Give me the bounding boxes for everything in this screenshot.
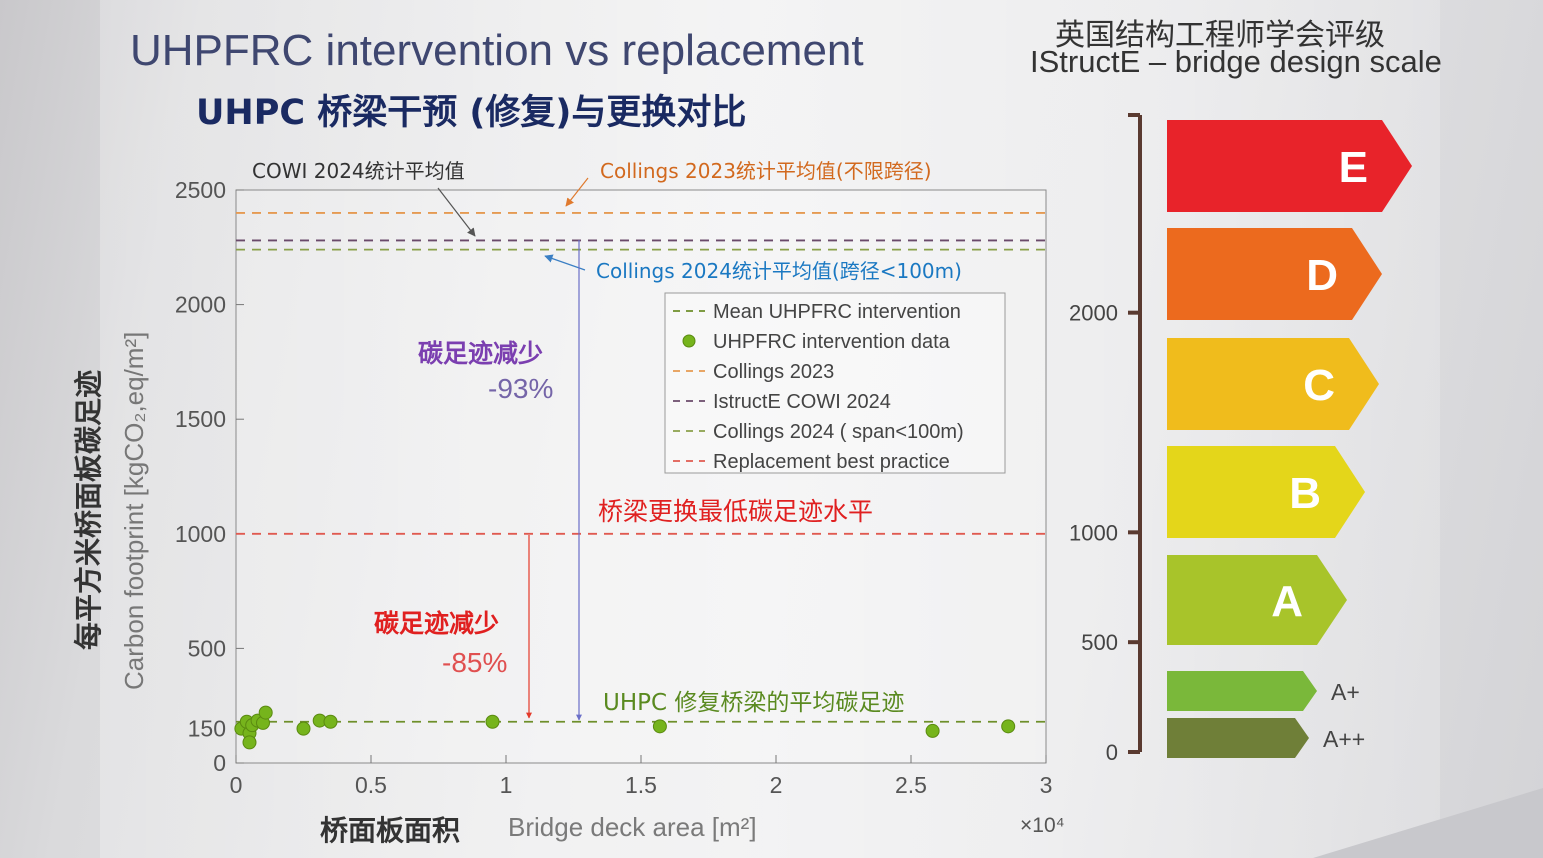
- annotation-reduction-85-value: -85%: [442, 647, 507, 678]
- x-tick-label: 2: [770, 772, 783, 798]
- y-tick-label: 1500: [175, 406, 226, 432]
- data-point: [652, 719, 667, 734]
- scale-tick-label: 0: [1106, 740, 1118, 765]
- x-tick-label: 3: [1040, 772, 1053, 798]
- y-tick-label: 2000: [175, 292, 226, 318]
- rating-label: A++: [1323, 726, 1365, 752]
- legend-entry: IstructE COWI 2024: [713, 391, 891, 413]
- y-tick-label: 150: [188, 716, 226, 742]
- annotation-arrow: [437, 187, 476, 237]
- data-point: [485, 714, 500, 729]
- annotation-collings2024: Collings 2024统计平均值(跨径<100m): [596, 259, 962, 283]
- annotation-uhpc-mean: UHPC 修复桥梁的平均碳足迹: [603, 690, 904, 716]
- scale-tick-label: 1000: [1069, 520, 1118, 545]
- rating-label: E: [1339, 143, 1368, 192]
- annotation-reduction-93-value: -93%: [488, 373, 553, 404]
- annotation-collings2023: Collings 2023统计平均值(不限跨径): [600, 159, 932, 183]
- x-tick-label: 2.5: [895, 772, 927, 798]
- y-tick-label: 2500: [175, 177, 226, 203]
- rating-label: D: [1306, 251, 1338, 300]
- data-point: [242, 735, 257, 750]
- page-corner: [1313, 788, 1543, 858]
- data-point: [296, 721, 311, 736]
- rating-label: B: [1289, 469, 1321, 518]
- legend-entry: Collings 2023: [713, 361, 834, 383]
- slide-subtitle: UHPC 桥梁干预 (修复)与更换对比: [196, 93, 747, 133]
- data-point: [1001, 719, 1016, 734]
- legend-entry: Replacement best practice: [713, 451, 950, 473]
- y-axis-label: Carbon footprint [kgCO₂,eq/m²]: [119, 332, 149, 690]
- legend-entry: UHPFRC intervention data: [713, 331, 951, 353]
- legend-marker: [682, 334, 696, 348]
- rating-band-b: [1167, 446, 1365, 538]
- y-tick-label: 1000: [175, 521, 226, 547]
- rating-label: A: [1271, 577, 1303, 626]
- data-point: [925, 723, 940, 738]
- legend-entry: Mean UHPFRC intervention: [713, 301, 961, 323]
- rating-band-c: [1167, 338, 1379, 430]
- data-point: [258, 705, 273, 720]
- y-tick-label: 500: [188, 635, 226, 661]
- legend-entry: Collings 2024 ( span<100m): [713, 421, 964, 443]
- x-tick-label: 1.5: [625, 772, 657, 798]
- annotation-reduction-85-label: 碳足迹减少: [374, 609, 499, 638]
- scale-tick-label: 2000: [1069, 301, 1118, 326]
- plot-area: [235, 189, 1047, 764]
- annotation-arrow: [544, 254, 586, 271]
- x-multiplier: ×10⁴: [1020, 814, 1065, 837]
- x-tick-label: 0: [230, 772, 243, 798]
- annotation-arrow: [565, 177, 589, 207]
- x-axis-label-cn: 桥面板面积: [320, 814, 460, 847]
- rating-band-a: [1167, 555, 1347, 645]
- x-axis-label: Bridge deck area [m²]: [508, 812, 757, 842]
- annotation-reduction-93-label: 碳足迹减少: [418, 339, 543, 368]
- x-tick-label: 1: [500, 772, 513, 798]
- rating-band-d: [1167, 228, 1382, 320]
- rating-band-aplus: [1167, 671, 1317, 711]
- scale-tick-label: 500: [1081, 630, 1118, 655]
- rating-band-e: [1167, 120, 1412, 212]
- x-tick-label: 0.5: [355, 772, 387, 798]
- y-axis-label-cn: 每平方米桥面板碳足迹: [72, 370, 105, 650]
- legend-box: [664, 292, 1006, 474]
- annotation-cowi: COWI 2024统计平均值: [252, 159, 465, 183]
- scale-title-en: IStructE – bridge design scale: [1030, 44, 1442, 79]
- rating-label: A+: [1331, 679, 1360, 705]
- annotation-replacement: 桥梁更换最低碳足迹水平: [598, 497, 873, 526]
- y-tick-label: 0: [213, 750, 226, 776]
- slide-title: UHPFRC intervention vs replacement: [130, 26, 864, 75]
- rating-label: C: [1303, 361, 1335, 410]
- data-point: [323, 714, 338, 729]
- scale-title-cn: 英国结构工程师学会评级: [1055, 18, 1385, 53]
- rating-band-aplusplus: [1167, 718, 1309, 758]
